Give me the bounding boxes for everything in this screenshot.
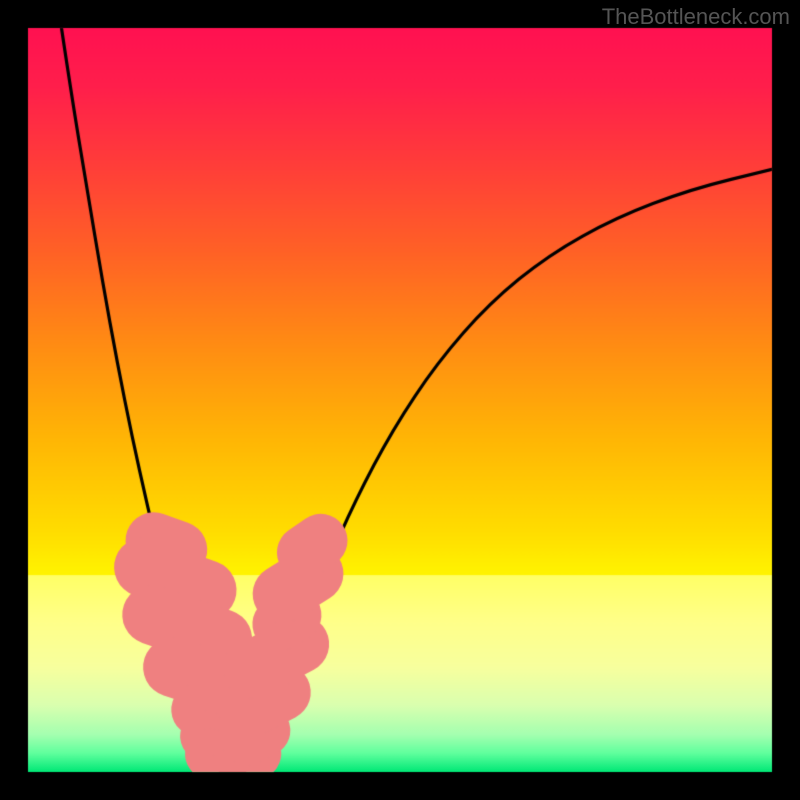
marker-overlay bbox=[0, 0, 800, 800]
bottleneck-chart: TheBottleneck.com bbox=[0, 0, 800, 800]
